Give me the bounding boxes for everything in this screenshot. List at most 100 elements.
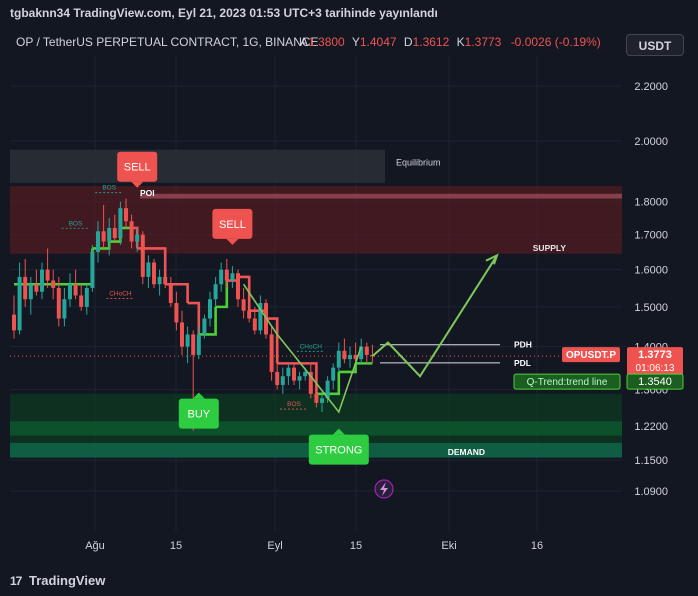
candle-body bbox=[202, 318, 207, 335]
signal-buy: BUY bbox=[178, 392, 219, 429]
candle-body bbox=[241, 299, 246, 311]
footer-brand: TradingView bbox=[28, 573, 106, 588]
candle-body bbox=[342, 350, 347, 360]
price-tick-label: 1.0900 bbox=[634, 486, 668, 498]
signal-badge bbox=[308, 434, 369, 465]
candle-body bbox=[191, 334, 196, 355]
candle-body bbox=[364, 346, 369, 355]
candle-body bbox=[168, 284, 173, 304]
price-tag-bg bbox=[627, 347, 683, 376]
ticker-tag-text: OPUSDT.P bbox=[566, 350, 616, 361]
candle-body bbox=[163, 276, 168, 285]
candle-body bbox=[174, 303, 179, 323]
structure-label: BOS bbox=[102, 185, 116, 192]
candle-body bbox=[51, 280, 56, 288]
symbol-title: OP / TetherUS PERPETUAL CONTRACT, 1G, BI… bbox=[16, 35, 319, 49]
structure-label: BOS bbox=[69, 220, 83, 227]
candle-body bbox=[292, 367, 296, 381]
price-tick-label: 1.1500 bbox=[634, 455, 668, 467]
open-value: 1.3800 bbox=[308, 35, 345, 49]
trend-value-text: 1.3540 bbox=[638, 376, 672, 388]
signal-pointer bbox=[226, 238, 239, 245]
signal-badge bbox=[117, 151, 158, 182]
candle-body bbox=[359, 346, 364, 360]
ohlc-values: A1.3800 Y1.4047 D1.3612 K1.3773 -0.0026 … bbox=[300, 35, 601, 49]
candle-body bbox=[269, 334, 274, 372]
candle-body bbox=[101, 231, 106, 242]
zone-label: DEMAND bbox=[448, 447, 485, 457]
candle-body bbox=[79, 295, 84, 307]
candle-body bbox=[68, 284, 72, 300]
trend-segment bbox=[215, 280, 229, 309]
lightning-icon[interactable] bbox=[374, 479, 394, 499]
time-tick-label: Eki bbox=[441, 540, 456, 552]
trend-tag-text: Q-Trend:trend line bbox=[527, 377, 608, 388]
signal-text: STRONG bbox=[315, 445, 362, 457]
published-text: tgbaknn34 TradingView.com, Eyl 21, 2023 … bbox=[10, 6, 438, 20]
signal-sell: SELL bbox=[212, 208, 253, 245]
trend-segment bbox=[238, 275, 251, 311]
candle-body bbox=[353, 354, 358, 360]
currency-button[interactable]: USDT bbox=[626, 34, 684, 56]
published-header: tgbaknn34 TradingView.com, Eyl 21, 2023 … bbox=[0, 0, 698, 26]
trend-value-bg bbox=[626, 373, 684, 390]
signal-pointer bbox=[131, 181, 144, 188]
trend-segment bbox=[266, 317, 279, 364]
candle-body bbox=[23, 276, 28, 300]
time-tick-label: 15 bbox=[350, 540, 362, 552]
zone-poi bbox=[140, 193, 622, 199]
candle-body bbox=[275, 371, 280, 385]
candle-body bbox=[129, 221, 134, 242]
candle-body bbox=[40, 269, 44, 292]
candle-body bbox=[196, 334, 201, 355]
candle-body bbox=[96, 231, 100, 252]
time-tick-label: 16 bbox=[531, 540, 543, 552]
signal-text: BUY bbox=[187, 409, 210, 421]
candle-body bbox=[213, 284, 218, 300]
candle-body bbox=[112, 227, 117, 239]
candle-body bbox=[224, 269, 229, 281]
price-tick-label: 1.2200 bbox=[634, 421, 668, 433]
demand-band bbox=[10, 421, 622, 436]
high-value: 1.4047 bbox=[360, 35, 397, 49]
trend-segment bbox=[204, 306, 217, 336]
candle-body bbox=[45, 269, 50, 281]
candle-body bbox=[308, 371, 313, 394]
price-tick-label: 2.2000 bbox=[634, 81, 668, 93]
candle-body bbox=[124, 208, 128, 222]
candle-body bbox=[56, 287, 61, 319]
price-axis[interactable]: 2.20002.00001.80001.70001.60001.50001.40… bbox=[634, 81, 668, 498]
candle-body bbox=[247, 310, 252, 319]
candle-body bbox=[34, 284, 39, 292]
zones: Equilibrium SUPPLY POI DEMAND bbox=[10, 149, 622, 458]
signal-sell: SELL bbox=[117, 151, 158, 188]
structure-label: BOS bbox=[287, 401, 301, 408]
chart-area[interactable]: Equilibrium SUPPLY POI DEMAND PDH PDL BOS BOS… bbox=[0, 26, 698, 566]
wedge-line bbox=[242, 283, 362, 414]
signal-pointer bbox=[192, 392, 205, 399]
signals: SELL SELL BUY STRONG bbox=[117, 151, 369, 465]
trend-segment bbox=[187, 301, 201, 335]
zone-label: SUPPLY bbox=[533, 243, 567, 253]
time-axis[interactable]: Ağu 15 Eyl 15 Eki 16 bbox=[85, 540, 543, 552]
low-label: D bbox=[404, 35, 413, 49]
zone-label: Equilibrium bbox=[396, 158, 441, 168]
close-value: 1.3773 bbox=[465, 35, 502, 49]
trend-segment bbox=[327, 371, 341, 396]
tradingview-logo-icon: 17 bbox=[10, 574, 22, 588]
candle-body bbox=[297, 376, 302, 381]
candle-body bbox=[180, 322, 184, 347]
low-value: 1.3612 bbox=[413, 35, 450, 49]
price-tick-label: 1.8000 bbox=[634, 197, 668, 209]
price-tick-label: 1.5000 bbox=[634, 302, 668, 314]
candle-body bbox=[62, 299, 67, 319]
price-tag-text: 1.3773 bbox=[638, 349, 672, 361]
candle-body bbox=[28, 284, 33, 300]
candle-body bbox=[208, 299, 212, 319]
signal-badge bbox=[178, 398, 219, 429]
candle-body bbox=[331, 367, 336, 381]
ohlc-legend: OP / TetherUS PERPETUAL CONTRACT, 1G, BI… bbox=[16, 35, 601, 49]
candle-body bbox=[219, 269, 224, 285]
candle-body bbox=[348, 354, 352, 360]
